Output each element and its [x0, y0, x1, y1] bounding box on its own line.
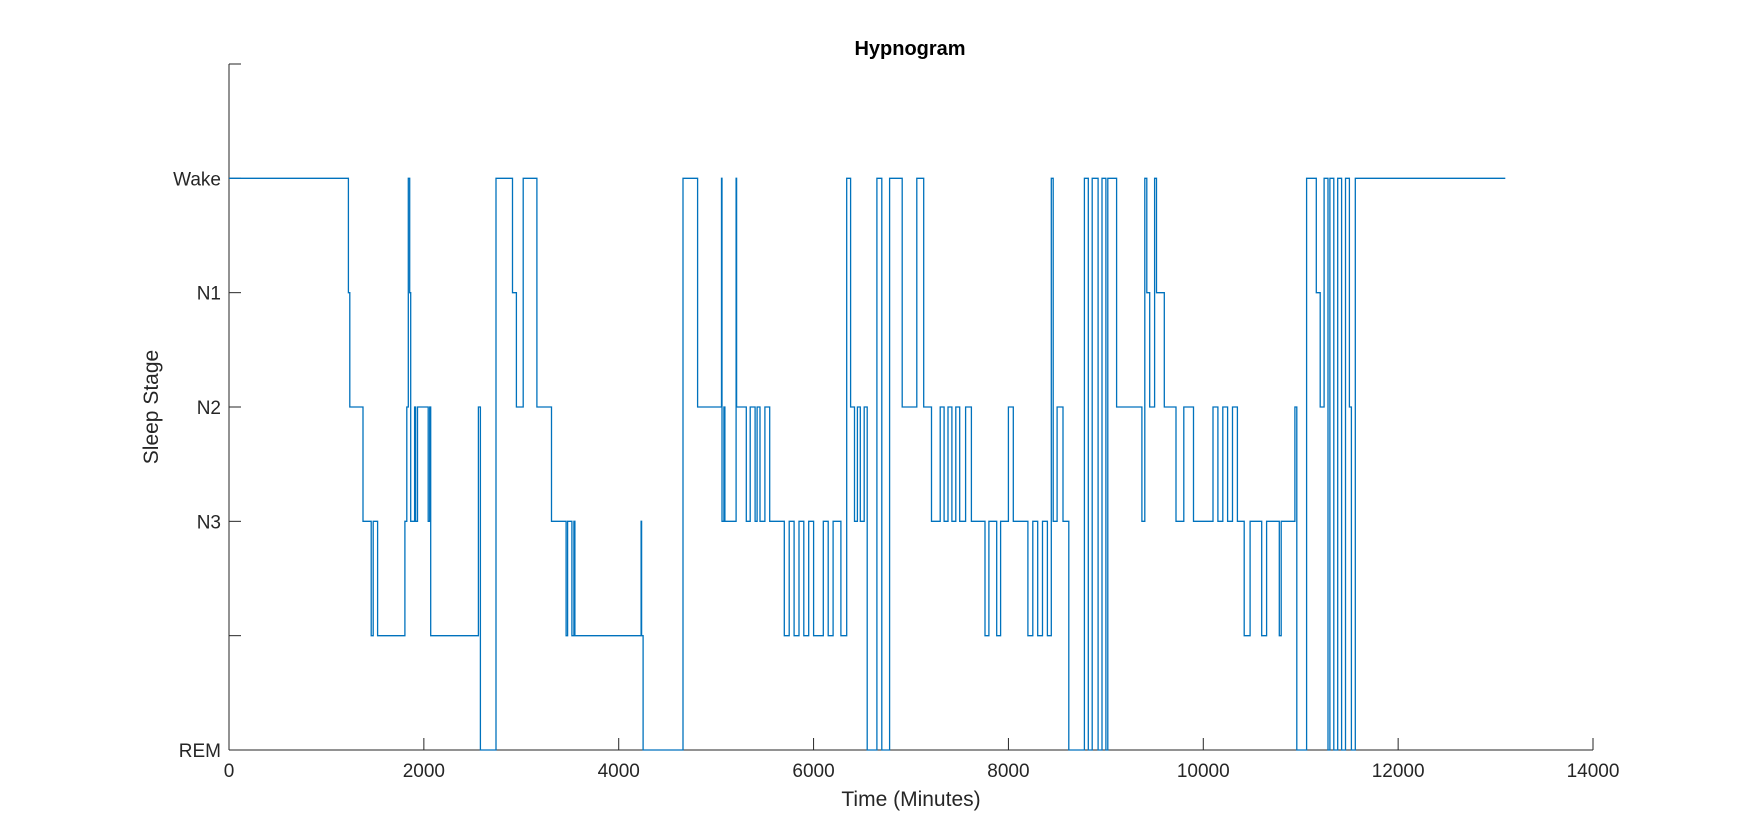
y-tick-label: N2: [197, 398, 221, 419]
x-tick-label: 2000: [403, 761, 445, 782]
x-axis-label: Time (Minutes): [841, 788, 980, 811]
x-ticks: 0 2000 4000 6000 8000 10000 12000 14000: [224, 738, 1620, 782]
y-tick-label: Wake: [173, 169, 221, 190]
chart-title: Hypnogram: [854, 38, 965, 60]
x-tick-label: 10000: [1177, 761, 1230, 782]
x-tick-label: 6000: [792, 761, 834, 782]
axes: 0 2000 4000 6000 8000 10000 12000 14000 REM N3 N2…: [173, 63, 1620, 782]
series-group: [229, 177, 1506, 751]
x-tick-label: 8000: [987, 761, 1029, 782]
x-tick-label: 0: [224, 761, 235, 782]
x-tick-label: 12000: [1372, 761, 1425, 782]
y-axis-label: Sleep Stage: [140, 350, 163, 464]
y-tick-label: N3: [197, 512, 221, 533]
hypnogram-series-line: [229, 177, 1506, 751]
y-ticks: REM N3 N2 N1 Wake: [173, 63, 241, 762]
x-tick-label: 14000: [1567, 761, 1620, 782]
y-tick-label: N1: [197, 284, 221, 305]
x-tick-label: 4000: [598, 761, 640, 782]
y-tick-label: REM: [179, 741, 221, 762]
